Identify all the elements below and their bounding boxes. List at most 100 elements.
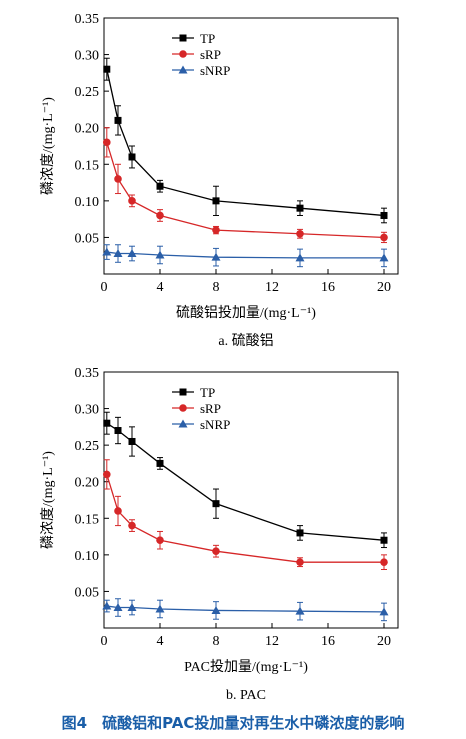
- data-point: [114, 427, 122, 435]
- data-point: [296, 229, 304, 238]
- legend-marker: [178, 65, 188, 74]
- data-point: [103, 65, 111, 73]
- x-tick-label: 12: [265, 634, 279, 649]
- x-axis-label: PAC投加量/(mg·L⁻¹): [184, 659, 308, 675]
- data-point: [211, 605, 221, 614]
- y-tick-label: 0.05: [75, 585, 100, 600]
- y-tick-label: 0.25: [75, 439, 100, 454]
- data-point: [156, 536, 164, 545]
- data-point: [296, 529, 304, 537]
- x-tick-label: 20: [377, 280, 391, 295]
- legend-label: sRP: [200, 401, 221, 416]
- data-point: [295, 606, 305, 615]
- legend-marker: [179, 34, 187, 42]
- data-point: [295, 253, 305, 262]
- legend-label: TP: [200, 385, 215, 400]
- panel-subtitle: b. PAC: [226, 688, 266, 703]
- x-tick-label: 4: [157, 280, 164, 295]
- x-tick-label: 0: [101, 634, 108, 649]
- x-tick-label: 8: [213, 634, 220, 649]
- series-line-srp: [106, 474, 384, 563]
- y-axis-label: 磷浓度/(mg·L⁻¹): [40, 97, 56, 195]
- y-tick-label: 0.20: [75, 476, 100, 491]
- data-point: [114, 175, 122, 183]
- data-point: [380, 211, 388, 219]
- chart-panel-b: 0 4 8 12 16 20 0.05 0.10 0.15 0.20 0.25 0.30 0.35 TP…: [40, 366, 399, 703]
- series-line-srp: [106, 142, 385, 239]
- y-tick-label: 0.05: [75, 231, 100, 246]
- legend-label: sNRP: [200, 417, 230, 432]
- data-point: [155, 604, 165, 613]
- y-tick-label: 0.10: [75, 549, 100, 564]
- data-point: [380, 536, 388, 544]
- series-line-tp: [106, 69, 385, 217]
- series-group: [102, 57, 389, 268]
- data-point: [156, 459, 164, 467]
- data-point: [127, 249, 137, 258]
- y-axis-label: 磷浓度/(mg·L⁻¹): [40, 451, 56, 549]
- series-group: [102, 411, 389, 622]
- legend-label: TP: [200, 31, 215, 46]
- legend-marker: [178, 419, 188, 428]
- y-tick-label: 0.15: [75, 512, 100, 527]
- data-point: [380, 233, 388, 242]
- data-point: [103, 470, 111, 479]
- data-point: [380, 558, 388, 566]
- chart-panel-a: 0 4 8 12 16 20 0.05 0.10 0.15 0.20 0.25 0.30 0.35 TP…: [40, 12, 399, 349]
- y-tick-label: 0.30: [75, 49, 100, 64]
- data-point: [103, 419, 111, 427]
- data-point: [113, 603, 123, 612]
- data-point: [211, 252, 221, 261]
- data-point: [113, 249, 123, 258]
- data-point: [379, 607, 389, 616]
- data-point: [128, 197, 136, 205]
- legend-label: sNRP: [200, 63, 230, 78]
- data-point: [128, 437, 136, 445]
- x-tick-label: 0: [101, 280, 108, 295]
- data-point: [212, 500, 220, 508]
- x-tick-label: 12: [265, 280, 279, 295]
- data-point: [212, 547, 220, 555]
- series-line-snrp: [106, 251, 384, 259]
- x-tick-label: 20: [377, 634, 391, 649]
- data-point: [102, 601, 112, 610]
- data-point: [127, 603, 137, 612]
- panel-subtitle: a. 硫酸铝: [218, 333, 273, 349]
- y-tick-label: 0.35: [75, 366, 100, 381]
- data-point: [156, 211, 164, 220]
- legend-label: sRP: [200, 47, 221, 62]
- data-point: [103, 138, 111, 147]
- y-tick-label: 0.20: [75, 122, 100, 137]
- series-line-tp: [106, 422, 385, 541]
- x-tick-label: 4: [157, 634, 164, 649]
- x-tick-label: 16: [321, 634, 335, 649]
- tick-group: 0 4 8 12 16 20 0.05 0.10 0.15 0.20 0.25 0.30 0.35: [75, 12, 392, 295]
- plot-frame: [103, 17, 399, 275]
- data-point: [102, 247, 112, 256]
- data-point: [379, 253, 389, 262]
- plot-frame: [103, 371, 399, 629]
- y-tick-label: 0.10: [75, 195, 100, 210]
- data-point: [212, 197, 220, 205]
- x-axis-label: 硫酸铝投加量/(mg·L⁻¹): [176, 305, 316, 321]
- data-point: [128, 153, 136, 161]
- tick-group: 0 4 8 12 16 20 0.05 0.10 0.15 0.20 0.25 0.30 0.35: [75, 366, 392, 649]
- x-tick-label: 16: [321, 280, 335, 295]
- figure-caption: 图4 硫酸铝和PAC投加量对再生水中磷浓度的影响: [61, 714, 405, 732]
- data-point: [128, 521, 136, 530]
- x-tick-label: 8: [213, 280, 220, 295]
- y-tick-label: 0.25: [75, 85, 100, 100]
- data-point: [114, 116, 122, 124]
- legend-marker: [179, 404, 187, 412]
- y-tick-label: 0.15: [75, 158, 100, 173]
- y-tick-label: 0.30: [75, 403, 100, 418]
- y-tick-label: 0.35: [75, 12, 100, 27]
- data-point: [114, 507, 122, 515]
- legend-marker: [179, 50, 187, 58]
- data-point: [155, 250, 165, 259]
- series-line-snrp: [106, 605, 385, 613]
- data-point: [156, 182, 164, 190]
- data-point: [212, 226, 220, 234]
